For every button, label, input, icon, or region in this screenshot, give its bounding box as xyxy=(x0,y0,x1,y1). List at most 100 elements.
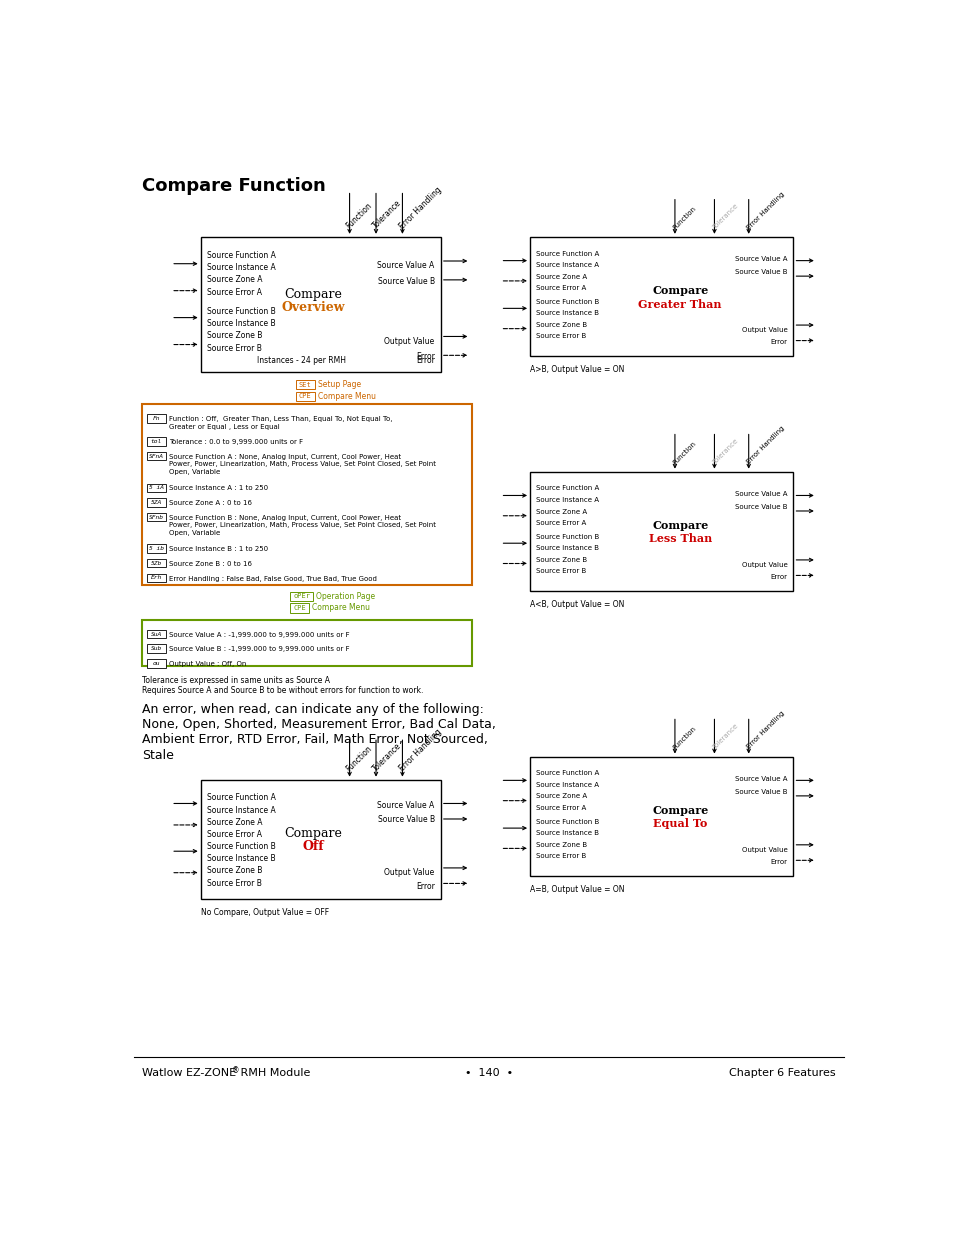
Bar xyxy=(530,237,793,356)
Text: Source Value A: Source Value A xyxy=(734,776,786,782)
Text: Source Instance A : 1 to 250: Source Instance A : 1 to 250 xyxy=(169,485,268,492)
Bar xyxy=(142,620,472,667)
Text: Source Error B: Source Error B xyxy=(536,568,586,574)
Text: Output Value: Output Value xyxy=(384,868,435,877)
Bar xyxy=(147,545,166,553)
Bar xyxy=(295,391,314,401)
Text: Error Handling: Error Handling xyxy=(397,727,443,773)
Text: SFnb: SFnb xyxy=(149,515,164,520)
Text: Source Value B: Source Value B xyxy=(734,504,786,510)
Text: 5Zb: 5Zb xyxy=(151,561,162,566)
Text: Equal To: Equal To xyxy=(652,819,706,830)
Bar xyxy=(142,404,472,585)
Text: Tolerance is expressed in same units as Source A: Tolerance is expressed in same units as … xyxy=(142,676,330,684)
Text: Source Instance A: Source Instance A xyxy=(536,782,598,788)
Text: Error: Error xyxy=(769,574,786,580)
Text: Compare: Compare xyxy=(652,285,707,295)
Text: Source Instance B: Source Instance B xyxy=(207,853,275,863)
Bar xyxy=(295,380,314,389)
Text: Error: Error xyxy=(416,357,435,366)
Text: Source Value A : -1,999.000 to 9,999.000 units or F: Source Value A : -1,999.000 to 9,999.000… xyxy=(169,632,349,637)
Text: Greater Than: Greater Than xyxy=(638,299,721,310)
Text: SuA: SuA xyxy=(151,631,162,636)
Bar xyxy=(147,452,166,461)
Text: CPE: CPE xyxy=(298,393,312,399)
Text: Chapter 6 Features: Chapter 6 Features xyxy=(728,1068,835,1078)
Bar xyxy=(147,630,166,638)
Text: Tolerance: Tolerance xyxy=(371,199,403,231)
Text: Watlow EZ-ZONE: Watlow EZ-ZONE xyxy=(142,1068,236,1078)
Text: Source Error A: Source Error A xyxy=(207,830,261,840)
Bar xyxy=(147,573,166,582)
Text: Overview: Overview xyxy=(281,301,344,315)
Text: Source Zone A: Source Zone A xyxy=(536,509,587,515)
Bar xyxy=(530,472,793,592)
Text: Source Value B: Source Value B xyxy=(734,789,786,795)
Text: Source Value A: Source Value A xyxy=(734,490,786,496)
Text: Error Handling: Error Handling xyxy=(745,426,785,466)
Text: Source Function A: Source Function A xyxy=(536,251,598,257)
Text: ou: ou xyxy=(152,661,160,666)
Bar xyxy=(147,513,166,521)
Bar xyxy=(147,559,166,567)
Text: None, Open, Shorted, Measurement Error, Bad Cal Data,: None, Open, Shorted, Measurement Error, … xyxy=(142,718,496,731)
Text: Operation Page: Operation Page xyxy=(316,592,375,601)
Text: Requires Source A and Source B to be without errors for function to work.: Requires Source A and Source B to be wit… xyxy=(142,685,423,694)
Text: Error: Error xyxy=(416,352,435,362)
Text: Source Instance A: Source Instance A xyxy=(207,805,275,815)
Text: Error: Error xyxy=(769,340,786,345)
Text: Output Value: Output Value xyxy=(740,562,786,568)
Text: Source Zone B: Source Zone B xyxy=(207,331,262,341)
Text: Compare: Compare xyxy=(652,804,707,815)
Text: Source Instance B: Source Instance B xyxy=(536,545,598,551)
Text: Source Error B: Source Error B xyxy=(536,333,586,340)
Text: Source Function A: Source Function A xyxy=(536,485,598,492)
Text: Source Value B: Source Value B xyxy=(377,277,435,285)
Text: Fn: Fn xyxy=(152,416,160,421)
Text: Source Zone A : 0 to 16: Source Zone A : 0 to 16 xyxy=(169,500,252,506)
Text: Function: Function xyxy=(672,440,697,466)
Text: Compare: Compare xyxy=(652,520,707,531)
Text: Sub: Sub xyxy=(151,646,162,651)
Text: Source Function A: Source Function A xyxy=(207,793,275,803)
Bar xyxy=(147,437,166,446)
Text: 5 iA: 5 iA xyxy=(149,485,164,490)
Bar xyxy=(530,757,793,876)
Text: Source Zone B: Source Zone B xyxy=(536,322,587,329)
Text: A>B, Output Value = ON: A>B, Output Value = ON xyxy=(530,366,623,374)
Text: tol: tol xyxy=(151,440,162,445)
Text: Source Value B: Source Value B xyxy=(377,815,435,824)
Text: oPEr: oPEr xyxy=(293,593,310,599)
Text: Erh: Erh xyxy=(151,576,162,580)
Text: •  140  •: • 140 • xyxy=(464,1068,513,1078)
Text: Source Instance B: Source Instance B xyxy=(207,319,275,329)
Text: 5ZA: 5ZA xyxy=(151,500,162,505)
Bar xyxy=(147,414,166,422)
Text: Source Value A: Source Value A xyxy=(377,262,435,270)
Text: Function: Function xyxy=(672,725,697,751)
Text: Source Value A: Source Value A xyxy=(734,256,786,262)
Text: Source Zone B : 0 to 16: Source Zone B : 0 to 16 xyxy=(169,561,252,567)
Text: Setup Page: Setup Page xyxy=(317,380,360,389)
Text: RMH Module: RMH Module xyxy=(236,1068,310,1078)
Text: Source Instance B: Source Instance B xyxy=(536,310,598,316)
Text: Source Zone A: Source Zone A xyxy=(207,275,262,284)
Text: Source Value B: Source Value B xyxy=(734,269,786,275)
Text: Tolerance: Tolerance xyxy=(371,741,403,773)
Text: Compare: Compare xyxy=(284,288,341,300)
Text: Source Zone B: Source Zone B xyxy=(536,557,587,563)
Text: Source Instance B: Source Instance B xyxy=(536,830,598,836)
Bar xyxy=(147,659,166,668)
Text: Compare Menu: Compare Menu xyxy=(312,604,370,613)
Text: Source Instance A: Source Instance A xyxy=(207,263,275,272)
Text: Tolerance: Tolerance xyxy=(711,722,739,751)
Text: Output Value: Output Value xyxy=(740,846,786,852)
Text: Ambient Error, RTD Error, Fail, Math Error, Not Sourced,: Ambient Error, RTD Error, Fail, Math Err… xyxy=(142,734,488,746)
Text: Source Function B: Source Function B xyxy=(207,842,275,851)
Text: Error Handling: Error Handling xyxy=(745,190,785,231)
Text: A<B, Output Value = ON: A<B, Output Value = ON xyxy=(530,600,623,609)
Bar xyxy=(290,592,313,601)
Text: Source Function A : None, Analog Input, Current, Cool Power, Heat
Power, Power, : Source Function A : None, Analog Input, … xyxy=(169,454,436,475)
Text: Function: Function xyxy=(344,201,374,231)
Text: SFnA: SFnA xyxy=(149,453,164,458)
